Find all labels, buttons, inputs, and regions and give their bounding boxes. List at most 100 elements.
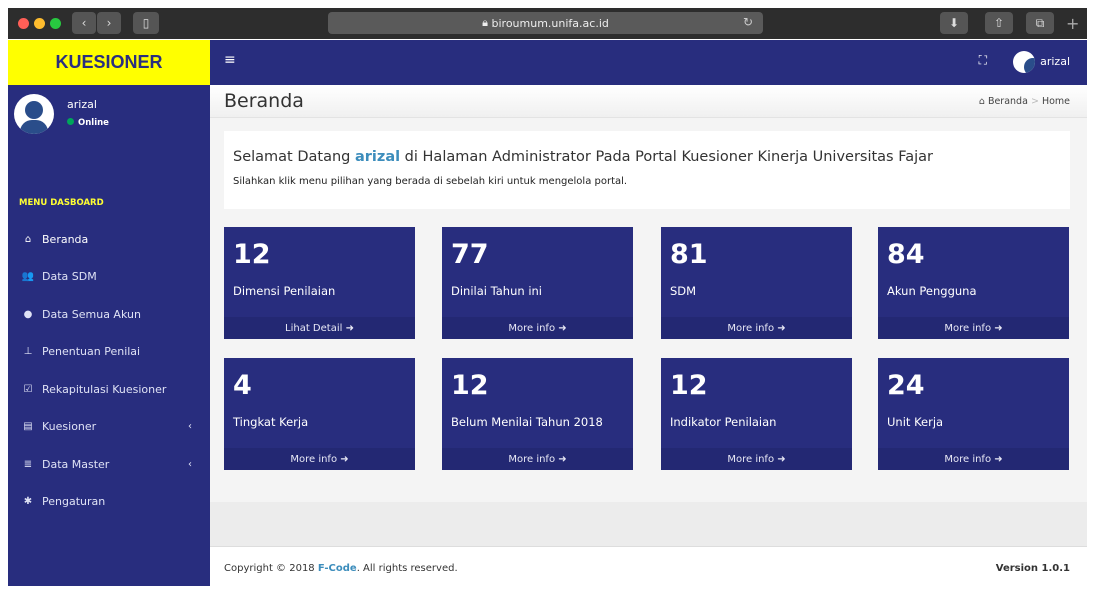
more-info-link[interactable]: More info ➜ [661,317,852,339]
more-info-link[interactable]: More info ➜ [878,448,1069,470]
sidebar-item-pengaturan[interactable]: ✱ Pengaturan [8,487,210,517]
brand-link[interactable]: F-Code [317,563,357,574]
user-avatar [14,94,54,134]
sidebar-item-data-sdm[interactable]: 👥 Data SDM [8,262,210,292]
chevron-left-icon: ‹ [188,421,192,432]
sidebar-item-label: Kuesioner [42,420,97,433]
sidebar-item-data-semua-akun[interactable]: ● Data Semua Akun [8,299,210,329]
content-header: Beranda ⌂ Beranda > Home [210,85,1087,118]
back-button[interactable]: ‹ [72,12,96,34]
stat-box: 12 Belum Menilai Tahun 2018 More info ➜ [442,358,633,470]
welcome-pre: Selamat Datang [233,149,355,165]
minimize-window-button[interactable] [34,18,45,29]
sidebar-item-label: Penentuan Penilai [42,345,141,358]
breadcrumb-home: Home [1041,96,1070,107]
link-text: More info [944,453,992,465]
more-info-link[interactable]: More info ➜ [878,317,1069,339]
sidebar-item-rekapitulasi-kuesioner[interactable]: ☑ Rekapitulasi Kuesioner [8,374,210,404]
welcome-title: Selamat Datang arizal di Halaman Adminis… [233,149,933,165]
sidebar-item-label: Data Master [42,457,110,471]
sidebar-item-label: Rekapitulasi Kuesioner [42,382,167,396]
link-text: More info [944,322,992,334]
status-text: Online [78,118,109,128]
logo[interactable]: KUESIONER [8,40,210,85]
share-icon[interactable]: ⇧ [985,12,1013,34]
welcome-subtitle: Silahkan klik menu pilihan yang berada d… [233,176,628,187]
footer: Copyright © 2018 F-Code. All rights rese… [210,546,1087,586]
more-info-link[interactable]: More info ➜ [442,317,633,339]
forward-button[interactable]: › [97,12,121,34]
stat-box: 24 Unit Kerja More info ➜ [878,358,1069,470]
sitemap-icon: ⊥ [23,346,33,357]
stat-box: 12 Indikator Penilaian More info ➜ [661,358,852,470]
sidebar-toggle-icon[interactable]: ▯ [133,12,159,34]
tabs-icon[interactable]: ⧉ [1026,12,1054,34]
browser-toolbar: ‹ › ▯ 🔒︎ biroumum.unifa.ac.id ↻ ⬇ ⇧ ⧉ + [8,8,1087,39]
user-menu[interactable]: arizal [1040,55,1070,68]
stat-box: 84 Akun Pengguna More info ➜ [878,227,1069,339]
stat-label: Belum Menilai Tahun 2018 [451,415,603,429]
more-info-link[interactable]: More info ➜ [224,448,415,470]
stat-label: SDM [670,284,697,298]
stat-label: Akun Pengguna [887,284,977,298]
new-tab-icon[interactable]: + [1066,14,1080,33]
copyright: Copyright © 2018 F-Code. All rights rese… [224,563,458,574]
page-title: Beranda [224,90,304,112]
sidebar-item-beranda[interactable]: ⌂ Beranda [8,224,210,254]
welcome-post: di Halaman Administrator Pada Portal Kue… [400,149,933,165]
sidebar-item-kuesioner[interactable]: ▤ Kuesioner ‹ [8,412,210,442]
app: KUESIONER ≡ ⛶ arizal arizal Online MENU … [8,40,1087,586]
more-info-link[interactable]: More info ➜ [661,448,852,470]
user-avatar-icon[interactable] [1013,51,1035,73]
sidebar-item-penentuan-penilai[interactable]: ⊥ Penentuan Penilai [8,337,210,367]
users-icon: 👥 [21,271,35,282]
sidebar-item-label: Data SDM [42,270,97,283]
sidebar-item-label: Data Semua Akun [42,307,141,321]
arrow-circle-right-icon: ➜ [558,322,567,334]
sidebar-item-label: Pengaturan [42,495,106,508]
user-icon: ● [23,308,33,320]
home-icon: ⌂ [24,233,32,245]
close-window-button[interactable] [18,18,29,29]
arrow-circle-right-icon: ➜ [345,322,354,334]
welcome-box: Selamat Datang arizal di Halaman Adminis… [224,131,1070,209]
home-icon: ⌂ [978,96,985,107]
breadcrumb: ⌂ Beranda > Home [978,96,1070,107]
sidebar-item-data-master[interactable]: ≣ Data Master ‹ [8,449,210,479]
menu-header: MENU DASBOARD [19,198,104,208]
maximize-window-button[interactable] [50,18,61,29]
version: Version 1.0.1 [995,563,1070,574]
stat-box: 4 Tingkat Kerja More info ➜ [224,358,415,470]
stat-label: Indikator Penilaian [670,415,777,429]
more-info-link[interactable]: More info ➜ [442,448,633,470]
download-icon[interactable]: ⬇ [940,12,968,34]
copyright-post: . All rights reserved. [356,563,458,574]
link-text: More info [727,453,775,465]
arrow-circle-right-icon: ➜ [994,322,1003,334]
link-text: More info [508,453,556,465]
sidebar-item-label: Beranda [42,232,89,246]
stat-label: Dinilai Tahun ini [451,284,542,298]
stat-number: 81 [670,239,708,270]
online-status: Online [67,118,109,128]
hamburger-menu-icon[interactable]: ≡ [224,52,236,68]
check-square-icon: ☑ [23,383,33,395]
more-info-link[interactable]: Lihat Detail ➜ [224,317,415,339]
address-bar[interactable]: 🔒︎ biroumum.unifa.ac.id ↻ [328,12,763,34]
stat-label: Unit Kerja [887,415,944,429]
stat-number: 12 [451,370,489,401]
reload-icon[interactable]: ↻ [742,15,753,29]
breadcrumb-beranda[interactable]: Beranda [987,96,1028,107]
file-icon: ▤ [23,421,33,432]
stat-number: 77 [451,239,489,270]
stat-box: 12 Dimensi Penilaian Lihat Detail ➜ [224,227,415,339]
stat-number: 24 [887,370,925,401]
stat-number: 84 [887,239,925,270]
gear-icon: ✱ [23,496,33,507]
stat-number: 12 [670,370,708,401]
stat-number: 4 [233,370,252,401]
content-bottom [210,502,1087,546]
sidebar: arizal Online MENU DASBOARD ⌂ Beranda 👥 Dat… [8,85,210,586]
fullscreen-icon[interactable]: ⛶ [978,53,987,67]
stat-label: Dimensi Penilaian [233,284,336,298]
